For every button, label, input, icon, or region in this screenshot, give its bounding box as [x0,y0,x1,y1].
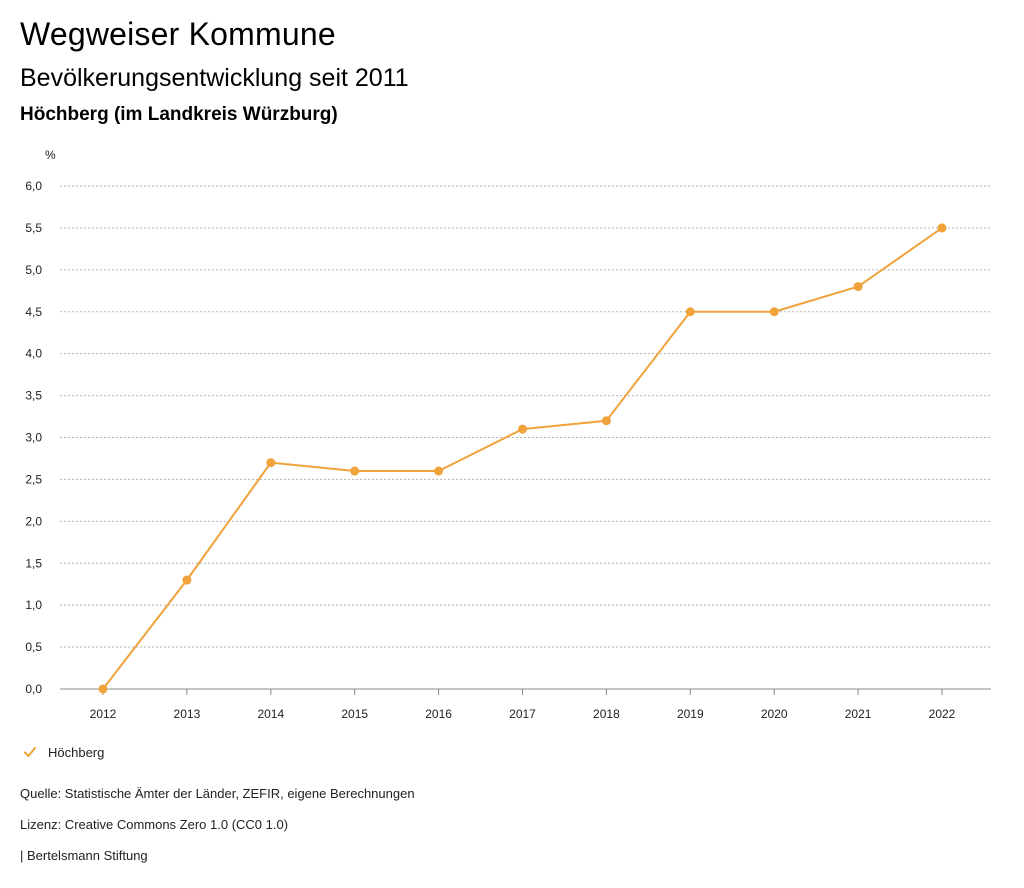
data-point [182,575,192,585]
x-tick-label: 2017 [509,707,536,721]
y-tick-label: 5,5 [25,221,42,235]
y-tick-label: 3,5 [25,389,42,403]
data-point [434,466,444,476]
line-chart: % 0,0 0,5 1,0 1,5 2,0 2,5 3,0 3,5 4,0 4,5 5,0 5,5 6,0… [25,148,991,721]
y-tick-label: 2,5 [25,472,42,486]
y-tick-label: 0,0 [25,682,42,696]
data-point [518,424,527,434]
y-tick-label: 1,0 [25,598,42,612]
x-tick-label: 2022 [929,707,956,721]
x-tick-label: 2018 [593,707,620,721]
chart-legend[interactable]: Höchberg [22,744,104,760]
publisher-note: | Bertelsmann Stiftung [20,848,148,863]
region-label: Höchberg (im Landkreis Würzburg) [20,104,338,125]
data-point [685,307,695,317]
x-tick-label: 2015 [341,707,368,721]
y-tick-label: 3,0 [25,431,42,445]
data-point [266,458,276,468]
license-note: Lizenz: Creative Commons Zero 1.0 (CC0 1… [20,817,289,832]
data-point [937,223,947,233]
x-tick-label: 2019 [677,707,704,721]
y-tick-label: 4,5 [25,305,42,319]
series-line [102,227,943,690]
x-tick-label: 2012 [90,707,117,721]
y-tick-label: 0,5 [25,640,42,654]
x-tick-label: 2016 [425,707,452,721]
data-point [853,282,863,292]
x-tick-label: 2021 [845,707,872,721]
y-tick-label: 6,0 [25,179,42,193]
page-title: Wegweiser Kommune [20,16,336,52]
data-point [601,416,611,426]
data-point [350,466,360,476]
x-tick-label: 2014 [257,707,284,721]
check-icon [24,747,36,757]
x-tick-label: 2013 [174,707,201,721]
y-tick-label: 1,5 [25,556,42,570]
y-tick-label: 4,0 [25,347,42,361]
y-tick-label: 2,0 [25,514,42,528]
source-note: Quelle: Statistische Ämter der Länder, Z… [20,786,415,801]
y-tick-label: 5,0 [25,263,42,277]
x-tick-label: 2020 [761,707,788,721]
data-point [98,684,108,694]
legend-label: Höchberg [48,744,105,760]
data-point [769,307,779,317]
y-axis-unit: % [45,148,56,162]
chart-subtitle: Bevölkerungsentwicklung seit 2011 [20,64,409,92]
